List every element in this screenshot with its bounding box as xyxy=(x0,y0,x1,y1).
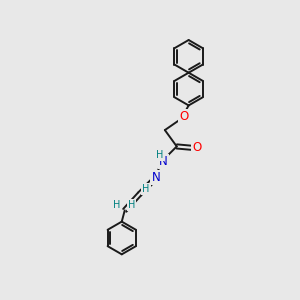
Text: H: H xyxy=(156,150,163,160)
Text: H: H xyxy=(113,200,120,210)
Text: O: O xyxy=(180,110,189,123)
Text: O: O xyxy=(192,141,202,154)
Text: N: N xyxy=(152,171,160,184)
Text: N: N xyxy=(159,155,168,168)
Text: H: H xyxy=(128,200,135,210)
Text: H: H xyxy=(142,184,150,194)
Text: H: H xyxy=(142,184,150,194)
